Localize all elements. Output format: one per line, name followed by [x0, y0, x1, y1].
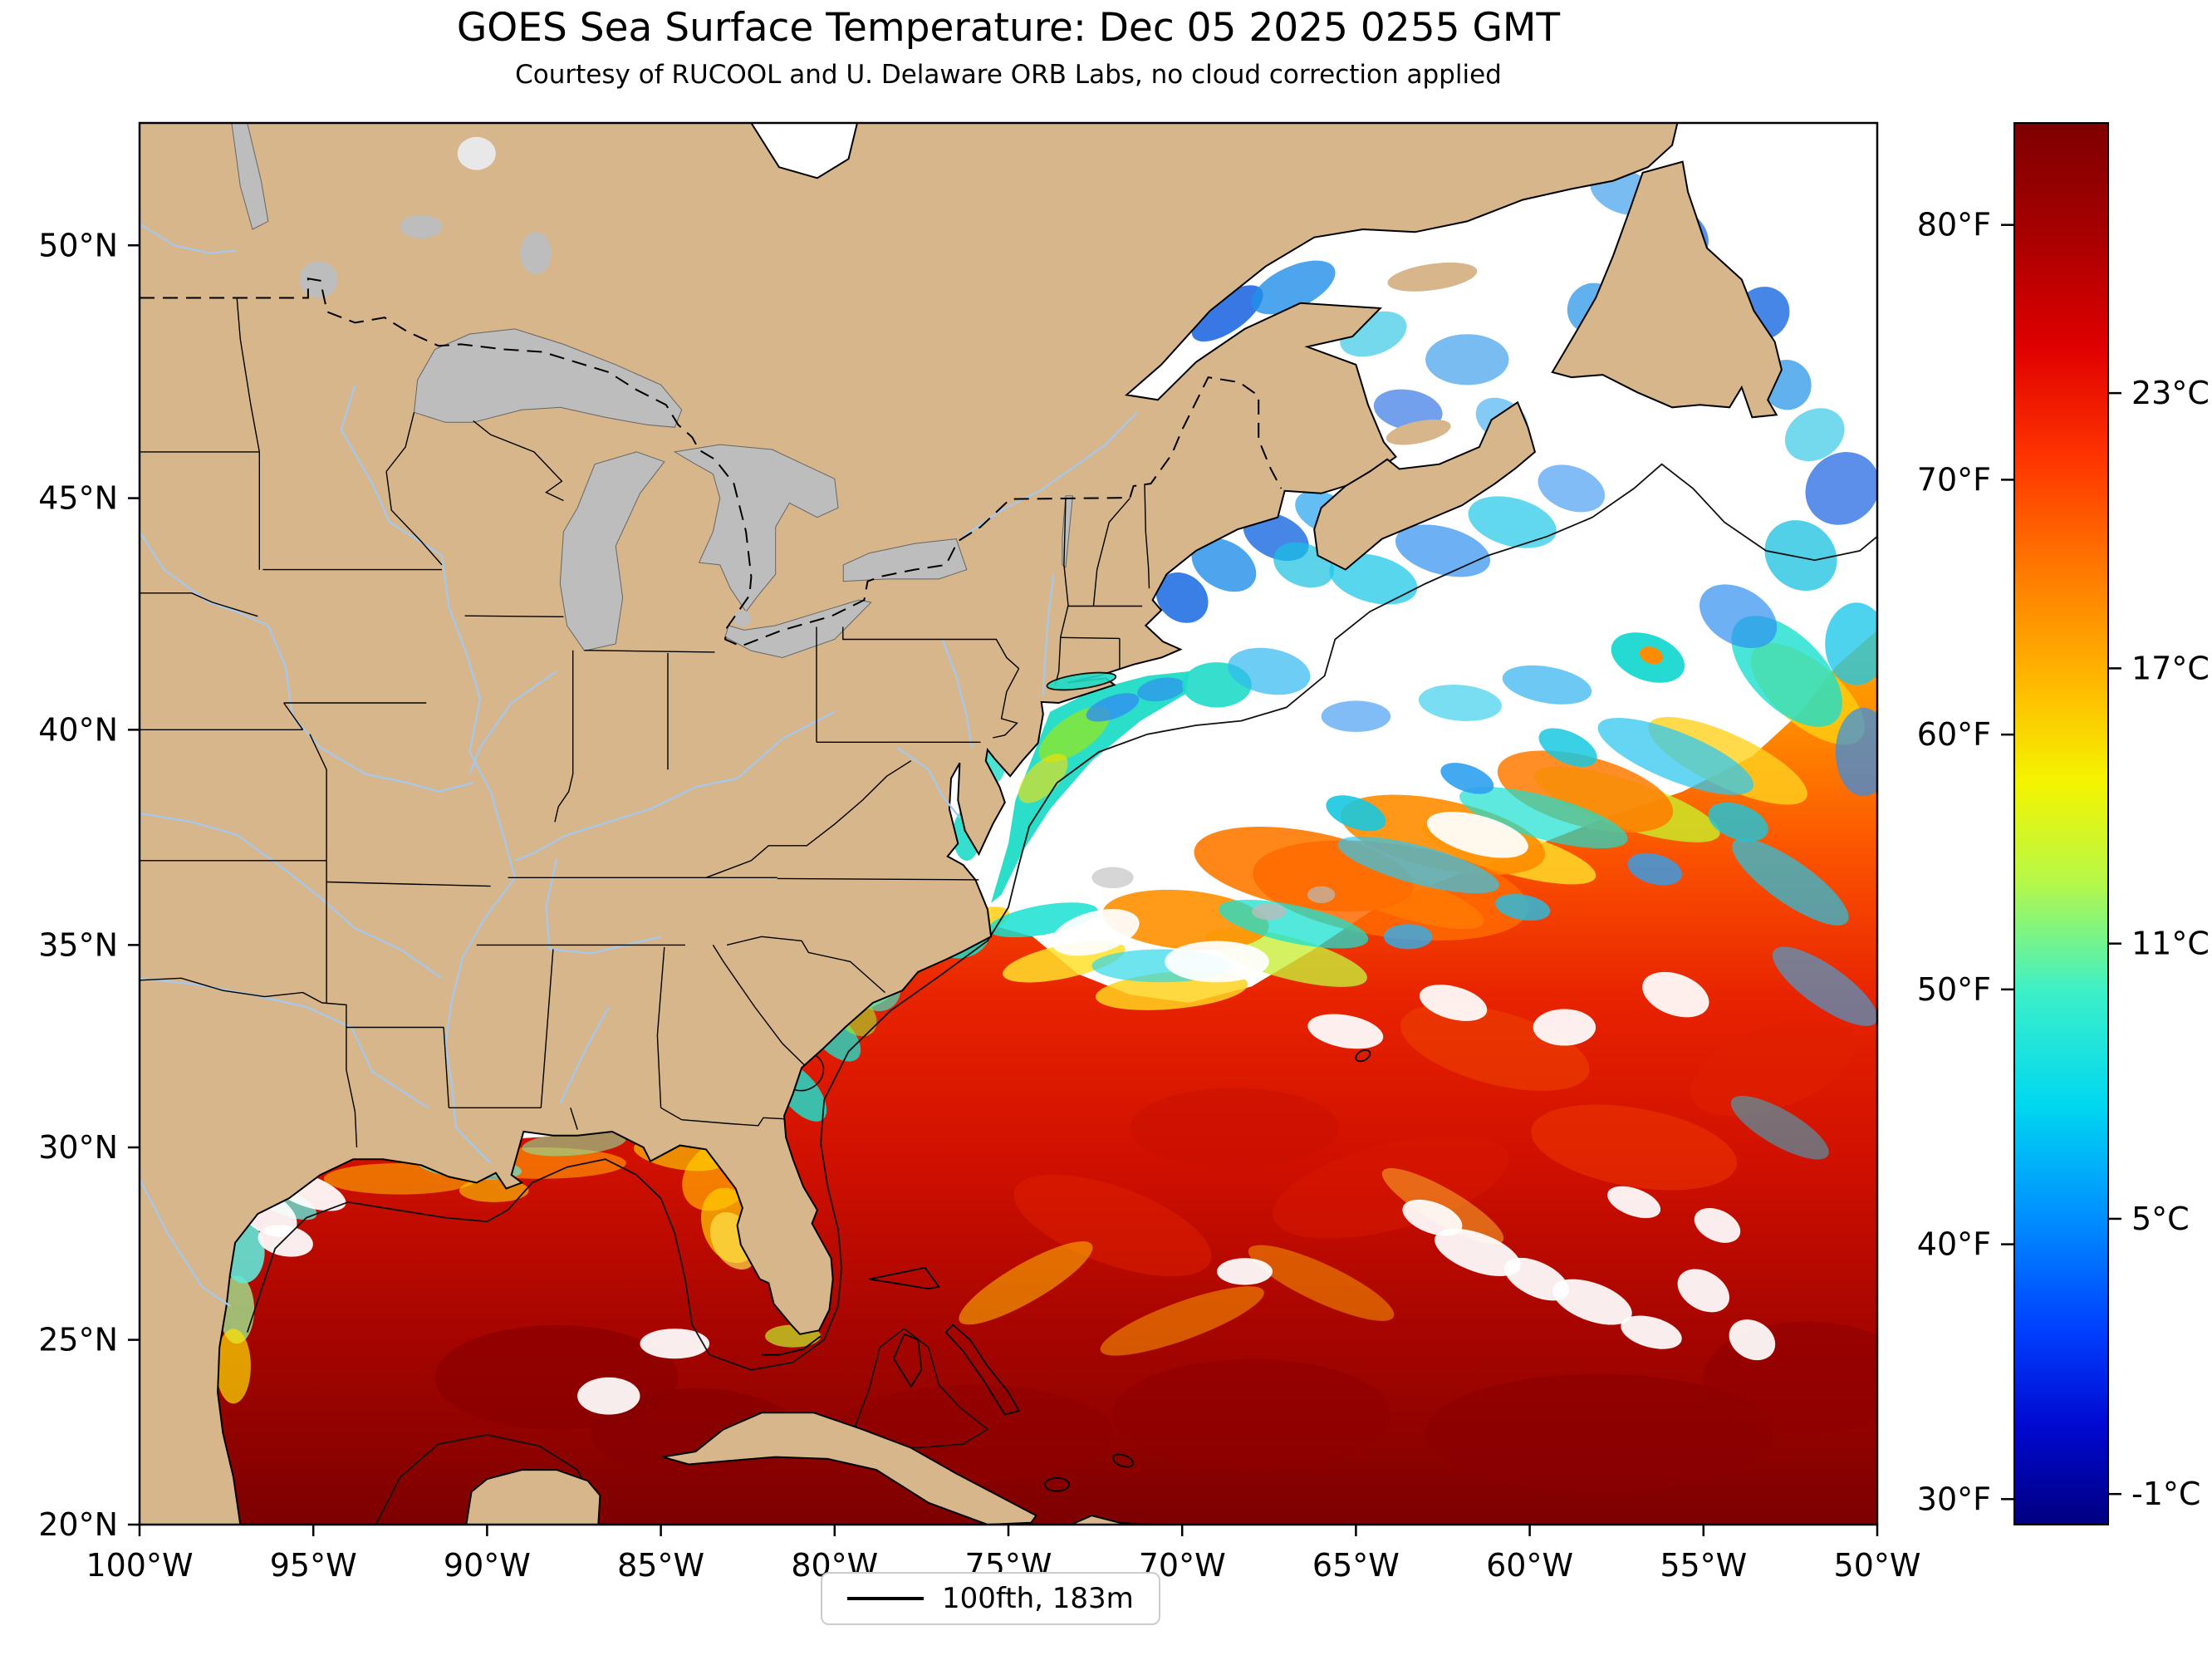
national-border-layer: [140, 278, 1283, 647]
contour-line-sample: [847, 1597, 924, 1600]
colorbar-f-label: 70°F: [1917, 461, 1991, 498]
legend-label: 100fth, 183m: [942, 1582, 1134, 1615]
rivers-layer: [140, 223, 1138, 1307]
cuba: [662, 1412, 1037, 1525]
colorbar-f-label: 30°F: [1917, 1481, 1991, 1517]
colorbar-c-label: 17°C: [2131, 650, 2210, 686]
y-tick-label: 35°N: [38, 926, 118, 963]
lake-michigan: [559, 451, 665, 651]
x-tick-label: 65°W: [1312, 1547, 1400, 1584]
newfoundland: [1551, 160, 1783, 419]
y-tick-label: 25°N: [38, 1322, 118, 1358]
mainland-north-america: [140, 123, 1679, 1525]
x-tick-label: 95°W: [270, 1547, 357, 1584]
colorbar-c-label: 11°C: [2131, 926, 2210, 962]
lake-huron: [673, 444, 839, 613]
map-layers: [140, 123, 1877, 1525]
y-tick-label: 50°N: [38, 227, 118, 263]
lake-winnipeg: [231, 123, 269, 230]
colorbar-f-label: 40°F: [1917, 1226, 1991, 1263]
hispaniola-tip: [1070, 1515, 1148, 1525]
colorbar-f-label: 60°F: [1917, 716, 1991, 753]
axes: 100°W 95°W 90°W 85°W 80°W 75°W 70°W 65°W 60°W 55°…: [38, 121, 1921, 1584]
lake-ontario: [842, 538, 968, 582]
land-layer: [140, 123, 1783, 1525]
lake-superior: [413, 328, 683, 428]
colorbar-gradient: [2013, 122, 2109, 1525]
x-tick-label: 60°W: [1486, 1547, 1573, 1584]
figure-title: GOES Sea Surface Temperature: Dec 05 202…: [456, 5, 1561, 51]
yucatan: [465, 1469, 601, 1525]
y-tick-label: 30°N: [38, 1129, 118, 1166]
colorbar: 80°F 70°F 60°F 50°F 40°F 30°F 23°C 17°C 11°C 5°C -…: [1917, 122, 2210, 1525]
state-borders-layer: [140, 297, 1150, 1148]
x-tick-label: 90°W: [444, 1547, 531, 1584]
island-outlines-layer: [761, 671, 1371, 1492]
figure-subtitle: Courtesy of RUCOOL and U. Delaware ORB L…: [515, 60, 1502, 90]
legend-box: 100fth, 183m: [821, 1572, 1160, 1625]
x-tick-label: 100°W: [86, 1547, 193, 1584]
colorbar-c-label: 23°C: [2131, 375, 2210, 411]
colorbar-c-label: 5°C: [2131, 1201, 2190, 1237]
colorbar-f-label: 80°F: [1917, 207, 1991, 243]
colorbar-f-label: 50°F: [1917, 971, 1991, 1008]
x-tick-label: 85°W: [617, 1547, 704, 1584]
colorbar-c-label: -1°C: [2131, 1476, 2200, 1512]
y-tick-label: 45°N: [38, 480, 118, 517]
x-tick-label: 50°W: [1834, 1547, 1921, 1584]
x-tick-label: 55°W: [1660, 1547, 1747, 1584]
nova-scotia: [1313, 400, 1537, 571]
y-tick-label: 20°N: [38, 1506, 118, 1543]
y-tick-label: 40°N: [38, 711, 118, 748]
